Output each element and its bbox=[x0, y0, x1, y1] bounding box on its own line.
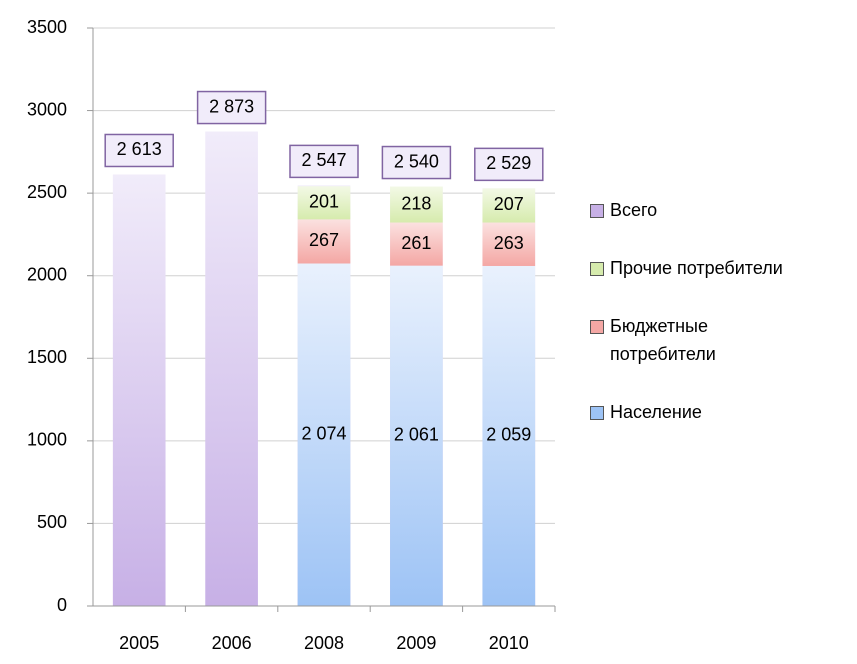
legend-swatch bbox=[590, 320, 604, 334]
bar-segment bbox=[482, 222, 536, 266]
data-label: 201 bbox=[309, 192, 339, 212]
data-label: 2 547 bbox=[301, 150, 346, 170]
bar-segment bbox=[390, 222, 443, 266]
x-tick-label: 2006 bbox=[212, 633, 252, 653]
y-tick-label: 2500 bbox=[27, 182, 67, 202]
bar-segment bbox=[297, 186, 351, 220]
total-bar bbox=[205, 131, 258, 607]
bar-segment bbox=[390, 265, 443, 606]
x-tick-label: 2010 bbox=[489, 633, 529, 653]
legend-label: Население bbox=[610, 402, 702, 422]
legend-label: Всего bbox=[610, 200, 658, 220]
data-label: 267 bbox=[309, 230, 339, 250]
y-tick-label: 1000 bbox=[27, 430, 67, 450]
legend-item: Прочие потребители bbox=[590, 254, 852, 282]
legend: Всего Прочие потребители Бюджетные потреби… bbox=[590, 196, 852, 426]
label-box bbox=[289, 144, 359, 179]
chart: 0 500 1000 1500 2000 2500 3000 3500 2005 2006 2008… bbox=[27, 17, 556, 653]
y-tick-label: 3000 bbox=[27, 99, 67, 119]
y-tick-label: 3500 bbox=[27, 17, 67, 37]
bar-segment bbox=[297, 263, 351, 606]
legend-label: Прочие потребители bbox=[610, 258, 783, 278]
data-label: 2 529 bbox=[486, 153, 531, 173]
y-tick-label: 0 bbox=[57, 595, 67, 615]
x-tick-label: 2009 bbox=[396, 633, 436, 653]
bar-segment bbox=[297, 219, 351, 264]
bar-segment bbox=[390, 186, 443, 223]
label-box bbox=[381, 145, 452, 180]
label-box bbox=[196, 90, 267, 125]
x-tick-label: 2008 bbox=[304, 633, 344, 653]
legend-item: Бюджетные потребители bbox=[590, 312, 852, 368]
legend-swatch bbox=[590, 262, 604, 276]
label-box bbox=[104, 133, 174, 168]
data-label: 2 613 bbox=[117, 139, 162, 159]
y-tick-label: 1500 bbox=[27, 347, 67, 367]
total-bar bbox=[112, 174, 166, 606]
bar-segment bbox=[482, 265, 536, 606]
legend-swatch bbox=[590, 406, 604, 420]
x-tick-label: 2005 bbox=[119, 633, 159, 653]
legend-swatch bbox=[590, 204, 604, 218]
data-label: 261 bbox=[401, 233, 431, 253]
bar-segment bbox=[482, 188, 536, 223]
data-label: 2 540 bbox=[394, 151, 439, 171]
label-box bbox=[474, 147, 544, 182]
legend-item: Население bbox=[590, 398, 852, 426]
data-label: 2 061 bbox=[394, 425, 439, 445]
data-label: 207 bbox=[494, 194, 524, 214]
legend-label: Бюджетные потребители bbox=[610, 316, 716, 364]
y-tick-label: 500 bbox=[37, 512, 67, 532]
data-label: 218 bbox=[401, 193, 431, 213]
data-label: 263 bbox=[494, 233, 524, 253]
data-label: 2 059 bbox=[486, 425, 531, 445]
legend-item: Всего bbox=[590, 196, 852, 224]
data-label: 2 074 bbox=[301, 423, 346, 443]
data-label: 2 873 bbox=[209, 96, 254, 116]
y-tick-label: 2000 bbox=[27, 264, 67, 284]
